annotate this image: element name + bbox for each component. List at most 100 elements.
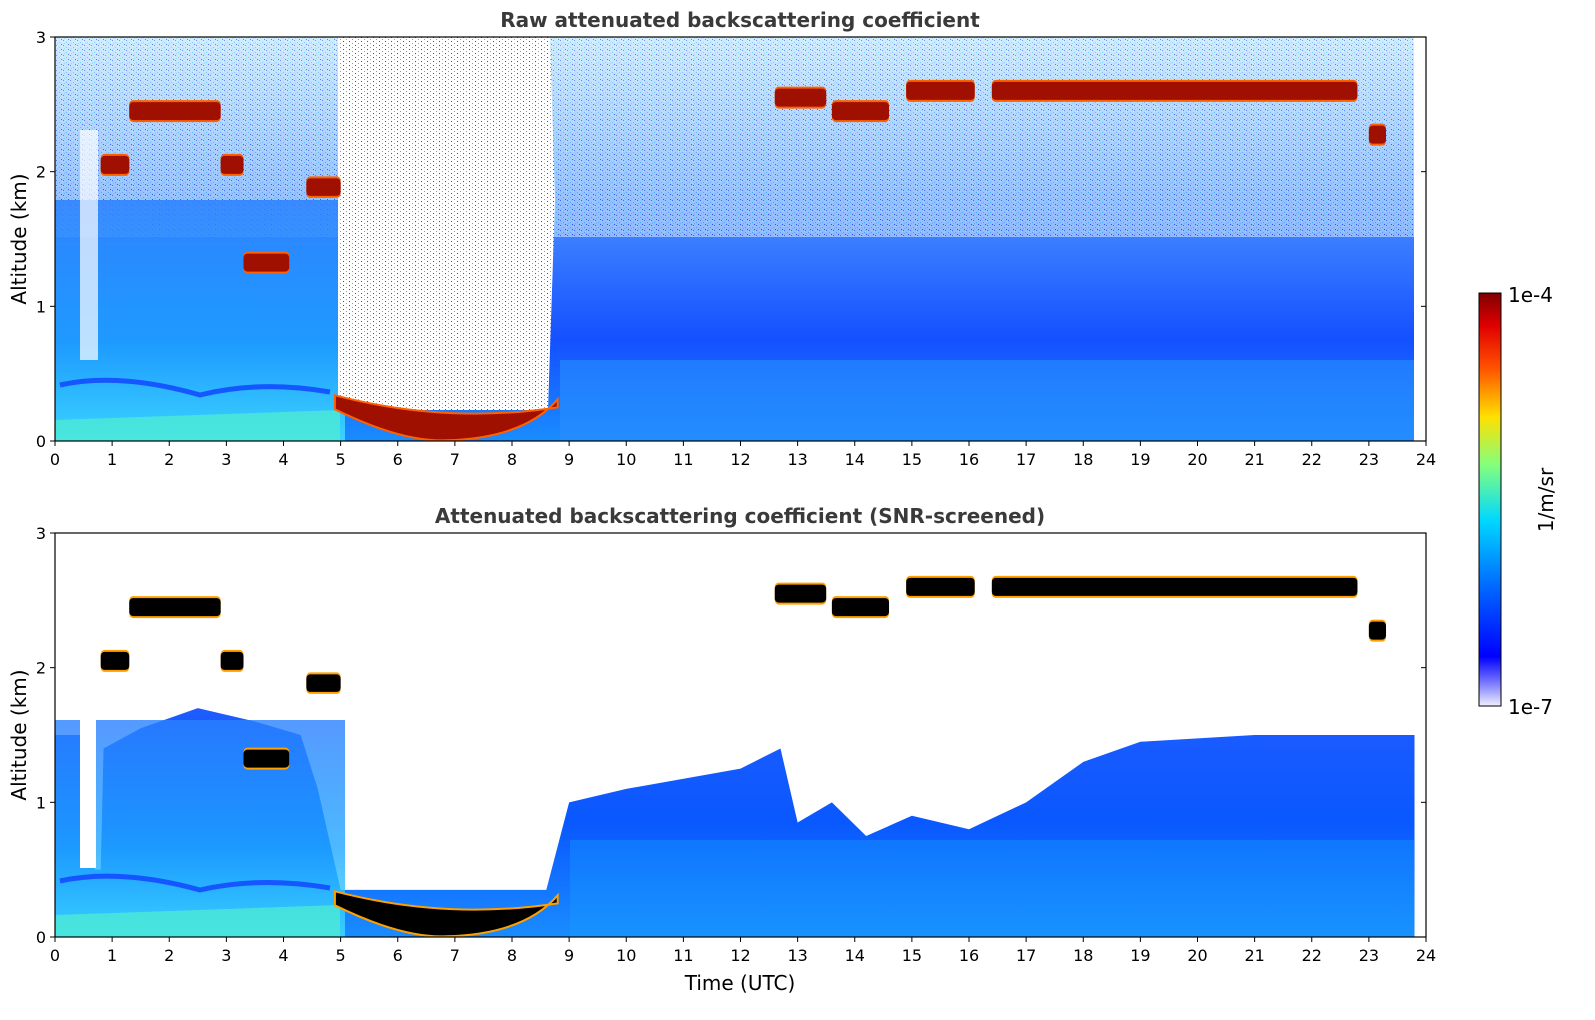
cloud-layers [100,79,1387,441]
cloud-layer [306,178,341,196]
cloud-layer [774,88,827,107]
x-tick-label: 12 [730,450,750,469]
x-tick-label: 23 [1359,946,1379,965]
cloud-layer [100,155,130,174]
cloud-layer [1368,125,1387,144]
x-tick-label: 12 [730,946,750,965]
x-tick-label: 8 [507,946,517,965]
x-tick-label: 21 [1244,450,1264,469]
fog-layer [333,394,559,441]
y-ticks: 0 1 2 3 [36,524,1426,947]
x-tick-label: 13 [787,946,807,965]
x-tick-label: 1 [107,946,117,965]
x-tick-label: 18 [1073,450,1093,469]
cloud-layer [100,651,130,670]
fog-layer [333,890,559,937]
x-tick-label: 5 [336,946,346,965]
no-data-region [1414,534,1425,936]
x-tick-label: 2 [164,450,174,469]
y-tick-label: 1 [36,793,46,812]
x-tick-label: 5 [336,450,346,469]
y-tick-label: 2 [36,163,46,182]
x-tick-label: 1 [107,450,117,469]
x-tick-label: 20 [1187,450,1207,469]
cloud-layer [906,577,975,596]
x-tick-label: 18 [1073,946,1093,965]
y-tick-label: 3 [36,28,46,47]
x-tick-label: 16 [959,450,979,469]
colorbar: 1e-4 1e-7 1/m/sr [1478,283,1558,719]
cloud-layer [129,598,221,617]
y-axis-label: Altitude (km) [7,173,31,304]
x-tick-label: 14 [845,450,865,469]
cloud-layer [306,674,341,692]
cloud-layer [243,749,290,768]
x-tick-label: 9 [564,946,574,965]
x-tick-label: 0 [50,946,60,965]
x-tick-label: 8 [507,450,517,469]
y-tick-label: 1 [36,297,46,316]
heatmap-raw [55,37,1414,441]
y-tick-label: 0 [36,928,46,947]
cloud-layer [243,253,290,272]
x-tick-label: 19 [1130,946,1150,965]
panel-raw: Raw attenuated backscattering coefficien… [7,8,1436,469]
x-tick-label: 15 [902,946,922,965]
y-tick-label: 0 [36,432,46,451]
cloud-layer [220,651,244,670]
x-tick-label: 11 [673,450,693,469]
x-tick-label: 23 [1359,450,1379,469]
x-tick-label: 10 [616,450,636,469]
x-tick-label: 16 [959,946,979,965]
panel-screened: Attenuated backscattering coefficient (S… [7,504,1436,995]
x-ticks: 0 1 2 3 4 5 6 7 8 9 10 11 12 13 14 15 16 17 18 19 20 21 22 23 24 [50,441,1436,469]
x-tick-label: 6 [393,450,403,469]
x-tick-label: 22 [1302,946,1322,965]
y-tick-label: 2 [36,659,46,678]
x-tick-label: 11 [673,946,693,965]
x-tick-label: 14 [845,946,865,965]
y-tick-label: 3 [36,524,46,543]
x-tick-label: 0 [50,450,60,469]
colorbar-max-label: 1e-4 [1508,283,1553,307]
cloud-layer [220,155,244,174]
x-tick-label: 4 [278,946,288,965]
x-tick-label: 10 [616,946,636,965]
cloud-layer [991,81,1358,100]
x-tick-label: 3 [221,450,231,469]
x-tick-label: 13 [787,450,807,469]
y-ticks: 0 1 2 3 [36,28,1426,451]
x-tick-label: 7 [450,946,460,965]
x-tick-label: 15 [902,450,922,469]
cloud-layer [831,598,890,617]
x-axis-label: Time (UTC) [684,971,796,995]
y-axis-label: Altitude (km) [7,669,31,800]
cloud-layers [100,575,1387,937]
x-tick-label: 20 [1187,946,1207,965]
x-tick-label: 17 [1016,946,1036,965]
cloud-layer [831,102,890,121]
chart-title: Attenuated backscattering coefficient (S… [435,504,1045,528]
x-tick-label: 2 [164,946,174,965]
cloud-layer [774,584,827,603]
cloud-layer [129,102,221,121]
colorbar-min-label: 1e-7 [1508,695,1553,719]
cloud-layer [906,81,975,100]
colorbar-gradient [1478,292,1502,707]
x-tick-label: 7 [450,450,460,469]
cloud-layer [991,577,1358,596]
heatmap-screened [55,533,1426,937]
x-tick-label: 17 [1016,450,1036,469]
chart-title: Raw attenuated backscattering coefficien… [500,8,980,32]
x-tick-label: 9 [564,450,574,469]
x-tick-label: 6 [393,946,403,965]
x-tick-label: 3 [221,946,231,965]
x-ticks: 0 1 2 3 4 5 6 7 8 9 10 11 12 13 14 15 16 17 18 19 20 21 22 23 24 [50,937,1436,965]
x-tick-label: 24 [1416,450,1436,469]
colorbar-unit-label: 1/m/sr [1534,467,1558,532]
x-tick-label: 4 [278,450,288,469]
x-tick-label: 19 [1130,450,1150,469]
x-tick-label: 21 [1244,946,1264,965]
cloud-layer [1368,621,1387,640]
